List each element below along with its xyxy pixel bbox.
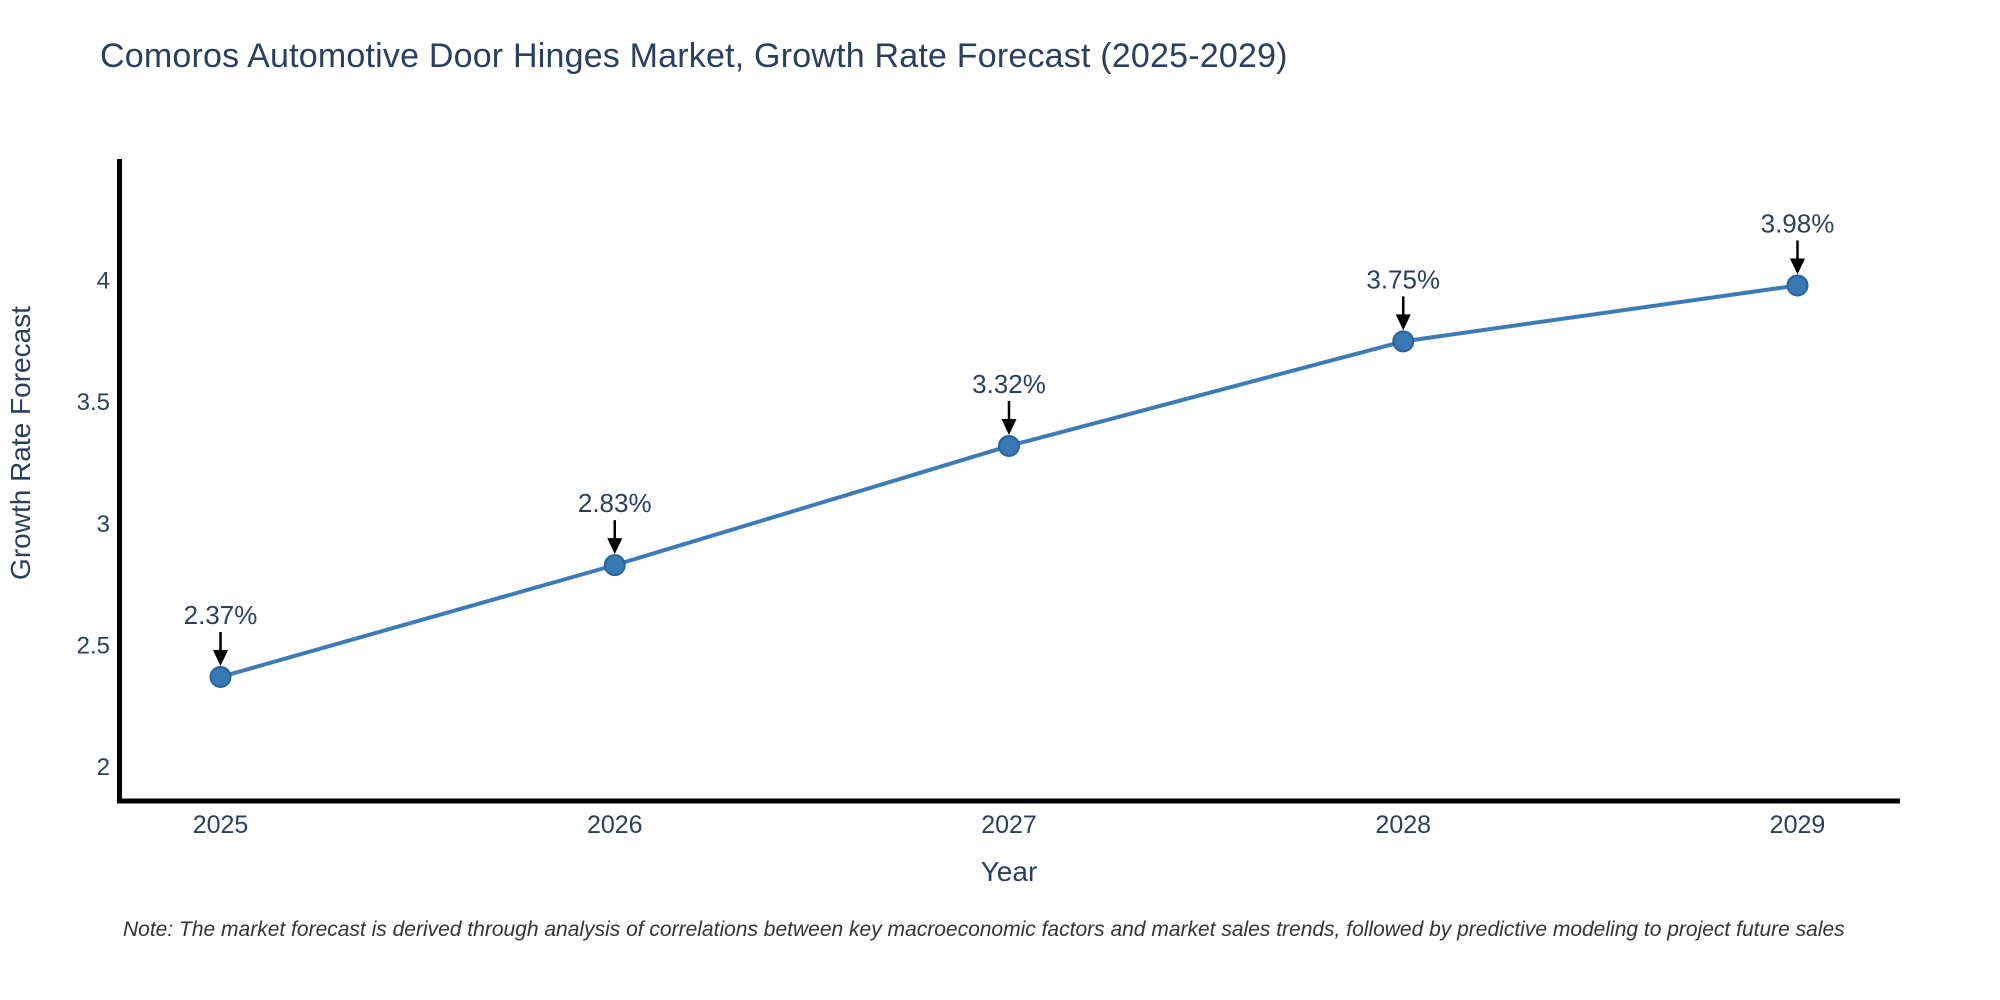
series-line (218, 283, 1800, 679)
data-point-marker (1786, 274, 1809, 297)
annotation-label: 2.37% (184, 600, 258, 630)
y-tick-label: 3 (97, 511, 110, 538)
x-tick-label: 2028 (1375, 811, 1431, 839)
annotation-arrowhead-icon (1789, 258, 1805, 275)
annotation-arrowhead-icon (607, 538, 623, 555)
annotation-label: 3.75% (1366, 264, 1440, 294)
annotation-label: 3.32% (972, 369, 1046, 399)
y-tick-label: 2.5 (77, 632, 110, 659)
annotation-label: 3.98% (1761, 208, 1835, 238)
x-axis-title: Year (981, 856, 1038, 887)
annotation-arrowhead-icon (1001, 418, 1017, 435)
x-tick-label: 2025 (193, 811, 249, 839)
data-point-marker (603, 554, 626, 577)
data-point-marker (1392, 330, 1415, 353)
annotation-arrowhead-icon (1395, 314, 1411, 331)
chart-title: Comoros Automotive Door Hinges Market, G… (100, 37, 1288, 75)
data-point-marker (209, 665, 232, 688)
y-axis-title: Growth Rate Forecast (5, 306, 36, 580)
footnote: Note: The market forecast is derived thr… (123, 918, 1845, 941)
x-tick-label: 2026 (587, 811, 643, 839)
annotation-arrowhead-icon (213, 649, 229, 666)
x-tick-label: 2027 (981, 811, 1037, 839)
y-tick-label: 3.5 (77, 389, 110, 416)
annotation-label: 2.83% (578, 488, 652, 518)
data-point-marker (998, 434, 1020, 457)
x-tick-label: 2029 (1770, 811, 1826, 839)
y-tick-label: 4 (97, 268, 110, 295)
y-tick-label: 2 (97, 754, 110, 781)
